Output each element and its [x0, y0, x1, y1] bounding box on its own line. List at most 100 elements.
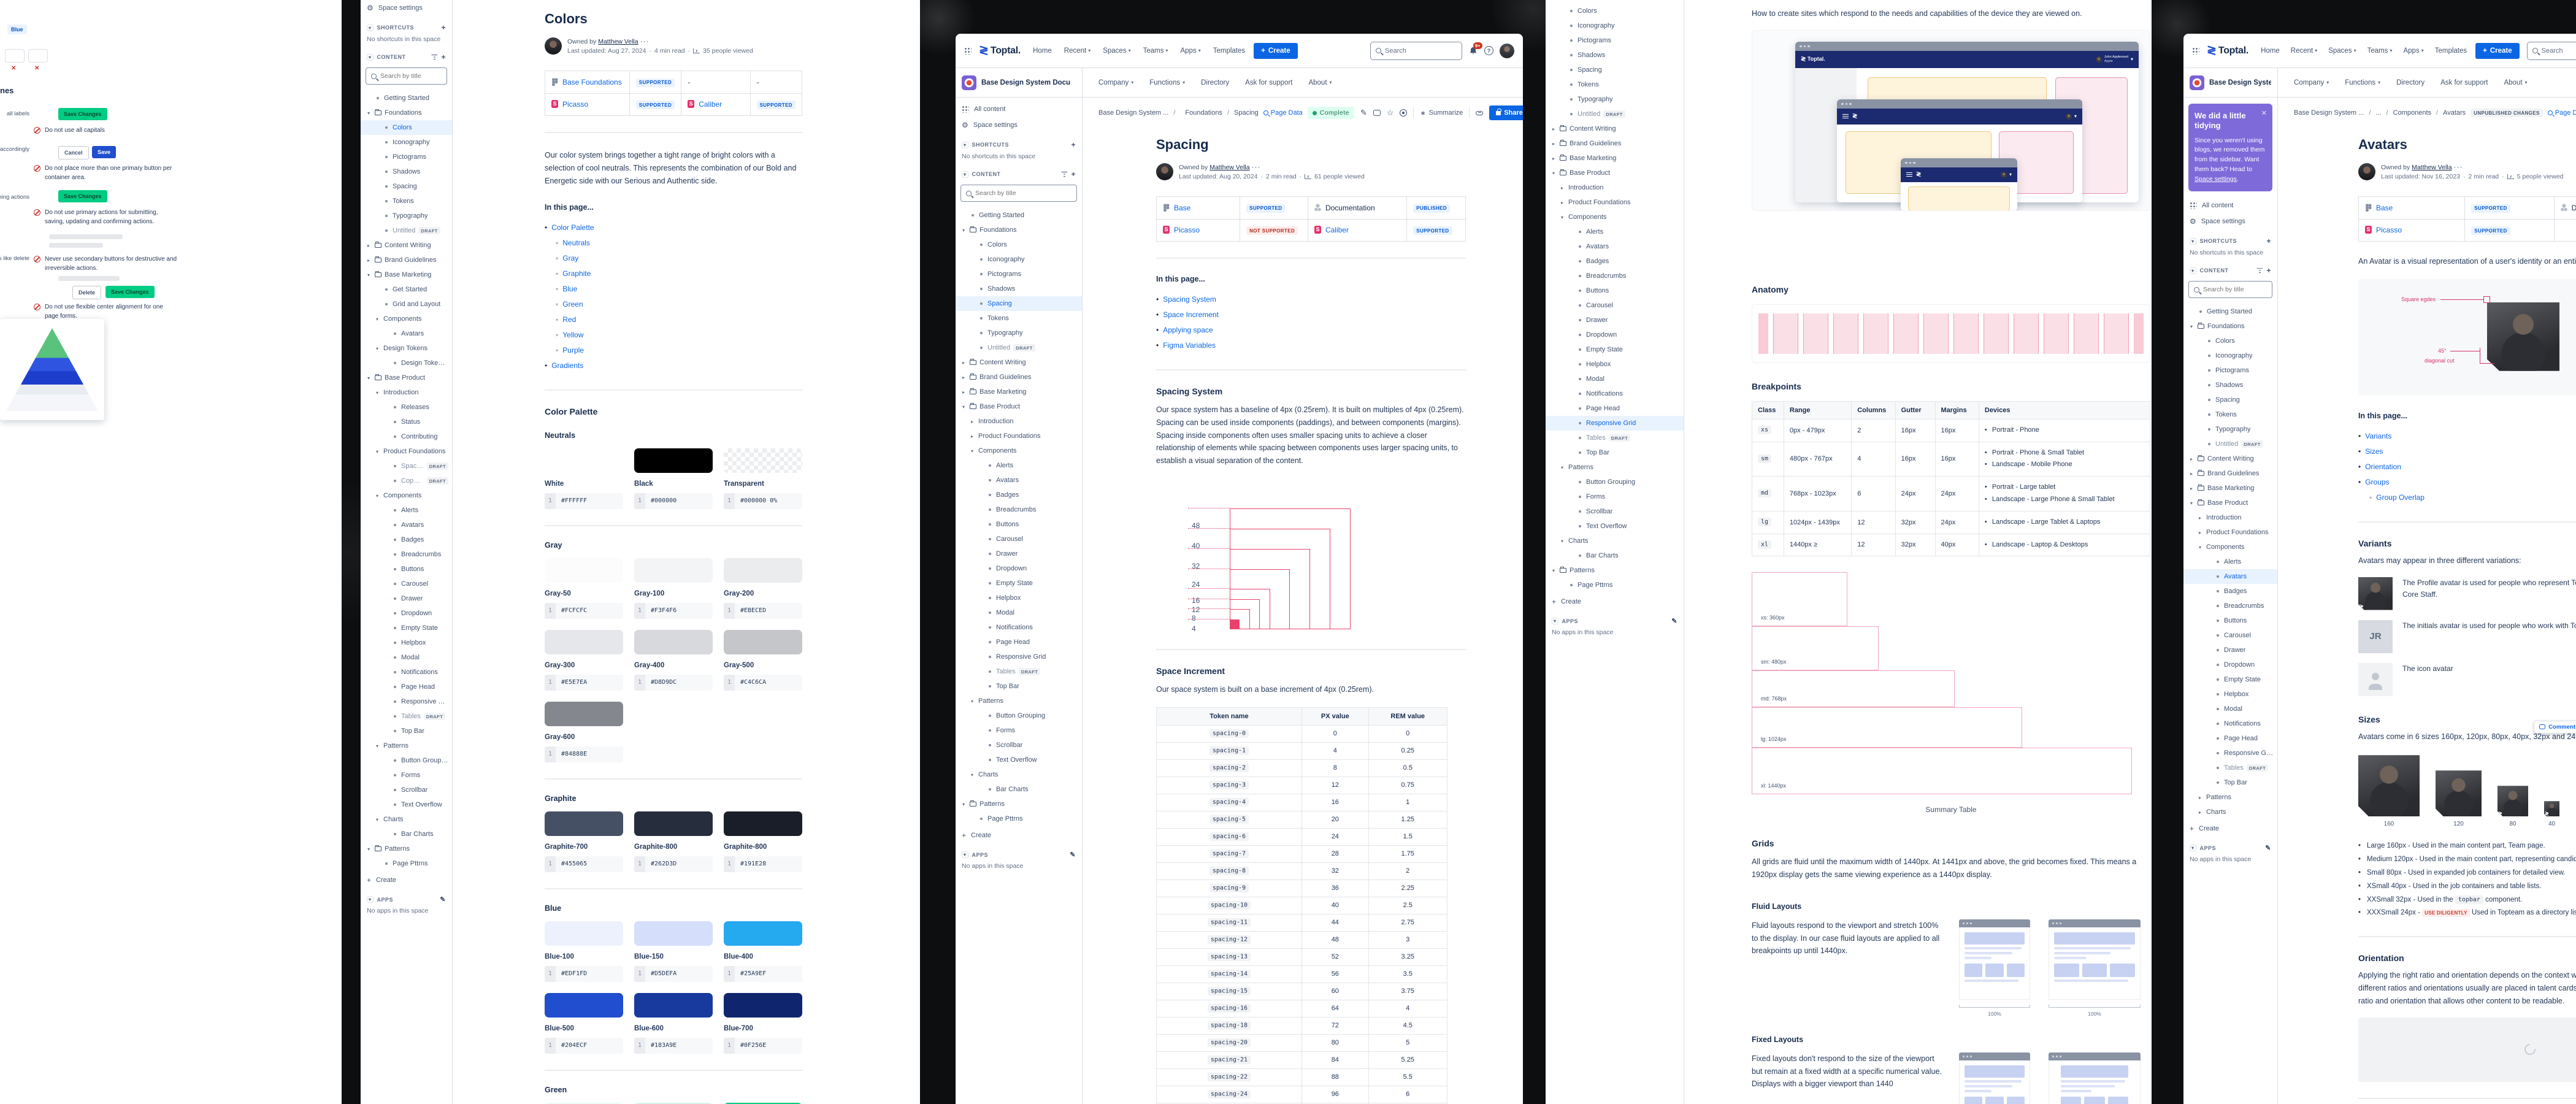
chevron-icon[interactable]: ▾	[367, 846, 370, 852]
sidebar-item[interactable]: ▸ Base Marketing	[2183, 481, 2277, 496]
sidebar-item[interactable]: Colors	[956, 237, 1082, 252]
owner-link[interactable]: Matthew Vella	[1209, 164, 1250, 171]
sidebar-item[interactable]: ▾ Base Product	[956, 399, 1082, 414]
space-tab[interactable]: Ask for support▾	[2440, 79, 2488, 86]
sidebar-item[interactable]: Notifications	[1546, 386, 1684, 401]
sidebar-item[interactable]: Shadows	[2183, 378, 2277, 393]
comment-button[interactable]: Comment	[2534, 720, 2576, 734]
toc-link[interactable]: Graphite	[562, 269, 591, 278]
toc-link[interactable]: Figma Variables	[1163, 341, 1216, 350]
toptal-logo[interactable]: ≷ Toptal.	[979, 44, 1021, 57]
chevron-icon[interactable]: ▾	[367, 272, 370, 278]
watch-icon[interactable]	[1400, 109, 1408, 117]
sidebar-item[interactable]: Untitled DRAFT	[956, 340, 1082, 355]
sidebar-item[interactable]: ▾ Base Marketing	[361, 267, 452, 282]
swatch-hex-code[interactable]: 1 #262D3D	[634, 856, 713, 873]
sidebar-item[interactable]: Modal	[1546, 372, 1684, 386]
chevron-icon[interactable]: ▾	[2190, 500, 2193, 506]
swatch-hex-code[interactable]: 1 #EDF1FD	[545, 966, 623, 983]
sidebar-item[interactable]: Iconography	[1546, 18, 1684, 33]
sidebar-item[interactable]: Button Grouping	[361, 753, 452, 768]
owner-link[interactable]: Matthew Vella	[2412, 164, 2452, 171]
sidebar-item[interactable]: ▾ Base Product	[361, 370, 452, 385]
sidebar-item[interactable]: Badges	[361, 532, 452, 547]
nav-item[interactable]: Recent ▾	[2290, 47, 2318, 55]
sidebar-item[interactable]: ▾ Patterns	[1546, 563, 1684, 578]
nav-item[interactable]: Spaces ▾	[2328, 47, 2356, 55]
breadcrumb-link[interactable]: Base Design System ...	[2294, 109, 2364, 117]
app-switcher-icon[interactable]	[964, 47, 972, 55]
more-icon[interactable]: ···	[2453, 163, 2463, 171]
tool-link[interactable]: Documentation	[2571, 203, 2576, 212]
tool-link[interactable]: Picasso	[2376, 226, 2402, 235]
sidebar-item[interactable]: ▸ Charts	[2183, 805, 2277, 819]
shortcuts-header[interactable]: ▾ SHORTCUTS +	[956, 133, 1082, 151]
content-header[interactable]: ▾ CONTENT +	[361, 45, 452, 64]
sidebar-item[interactable]: Typography	[2183, 422, 2277, 437]
sidebar-item[interactable]: Page Pttrns	[1546, 578, 1684, 592]
filter-icon[interactable]	[1061, 172, 1068, 177]
apps-header[interactable]: ▾ APPS ✎	[2183, 837, 2277, 854]
breadcrumb-link[interactable]: Avatars	[2443, 109, 2466, 117]
sidebar-item[interactable]: Empty State	[361, 621, 452, 635]
sidebar-item[interactable]: Alerts	[956, 458, 1082, 473]
sidebar-item[interactable]: Page Pttrns	[956, 811, 1082, 826]
nav-item[interactable]: Apps ▾	[1180, 47, 1201, 55]
chevron-icon[interactable]: ▾	[375, 448, 378, 454]
tool-link[interactable]: Caliber	[1325, 226, 1349, 235]
sidebar-search[interactable]	[366, 67, 447, 85]
sidebar-item[interactable]: Pictograms	[2183, 363, 2277, 378]
sidebar-item[interactable]: Dropdown	[361, 606, 452, 621]
sidebar-item[interactable]: ▸ Introduction	[1546, 180, 1684, 195]
toc-link[interactable]: Yellow	[562, 331, 584, 340]
sidebar-item[interactable]: Responsive Grid	[2183, 746, 2277, 761]
swatch-hex-code[interactable]: 1 #183A9E	[634, 1038, 713, 1054]
space-tab[interactable]: About ▾	[1308, 79, 1332, 86]
plus-icon[interactable]: +	[1071, 140, 1076, 149]
chevron-icon[interactable]: ▾	[962, 227, 965, 233]
apps-header[interactable]: ▾ APPS ✎	[956, 843, 1082, 861]
sidebar-item[interactable]: ▸ Base Marketing	[956, 385, 1082, 399]
sidebar-item[interactable]: Getting Started	[361, 91, 452, 105]
swatch-hex-code[interactable]: 1 #000000	[634, 493, 713, 510]
chevron-icon[interactable]: ▾	[970, 448, 973, 454]
sidebar-item[interactable]: Forms	[1546, 489, 1684, 504]
apps-header[interactable]: ▾ APPS ✎	[361, 888, 452, 906]
sidebar-item[interactable]: Top Bar	[361, 724, 452, 738]
chevron-icon[interactable]: ▾	[962, 404, 965, 410]
nav-item[interactable]: Templates▾	[2434, 47, 2467, 55]
swatch-hex-code[interactable]: 1 #C4C6CA	[724, 675, 802, 691]
owner-avatar[interactable]	[2358, 163, 2375, 180]
space-tab[interactable]: Ask for support▾	[1245, 79, 1293, 86]
toc-link[interactable]: Space Increment	[1163, 310, 1219, 319]
views-count[interactable]: 5 people viewed	[2517, 173, 2564, 180]
sidebar-item[interactable]: Tokens	[361, 194, 452, 209]
sidebar-item[interactable]: ▾ Patterns	[361, 738, 452, 753]
sidebar-create[interactable]: + Create	[2190, 824, 2220, 834]
user-avatar[interactable]	[1500, 43, 1514, 58]
sidebar-item[interactable]: ▾ Patterns	[361, 841, 452, 856]
apps-header[interactable]: ▾ APPS ✎	[1546, 610, 1684, 627]
sidebar-item[interactable]: Breadcrumbs	[361, 547, 452, 562]
nav-item[interactable]: Home▾	[2261, 47, 2280, 55]
sidebar-item[interactable]: ▸ Brand Guidelines	[361, 253, 452, 267]
breadcrumb-link[interactable]: Spacing	[1234, 109, 1259, 117]
sidebar-item[interactable]: Spacing	[2183, 393, 2277, 407]
sidebar-item[interactable]: Avatars	[956, 473, 1082, 488]
toc-link[interactable]: Blue	[562, 285, 578, 294]
toc-link[interactable]: Spacing System	[1163, 295, 1216, 304]
search-by-title-input[interactable]	[2203, 286, 2267, 294]
sidebar-item[interactable]: Untitled DRAFT	[1546, 107, 1684, 121]
chevron-icon[interactable]: ▾	[375, 316, 378, 322]
sidebar-item[interactable]: ▾ Patterns	[956, 694, 1082, 708]
breadcrumb-link[interactable]: ...	[2375, 109, 2382, 117]
sidebar-item[interactable]: ▾ Foundations	[2183, 319, 2277, 334]
breadcrumb-link[interactable]: Components	[2393, 109, 2431, 117]
sidebar-item[interactable]: Iconography	[956, 252, 1082, 267]
chevron-icon[interactable]: ▾	[962, 801, 965, 807]
sidebar-item[interactable]: ▾ Charts	[956, 767, 1082, 782]
delete-button[interactable]: Delete	[72, 286, 102, 299]
toptal-logo[interactable]: ≷ Toptal.	[2207, 44, 2249, 57]
chevron-icon[interactable]: ▸	[2198, 794, 2201, 800]
chevron-icon[interactable]: ▸	[1552, 126, 1555, 132]
